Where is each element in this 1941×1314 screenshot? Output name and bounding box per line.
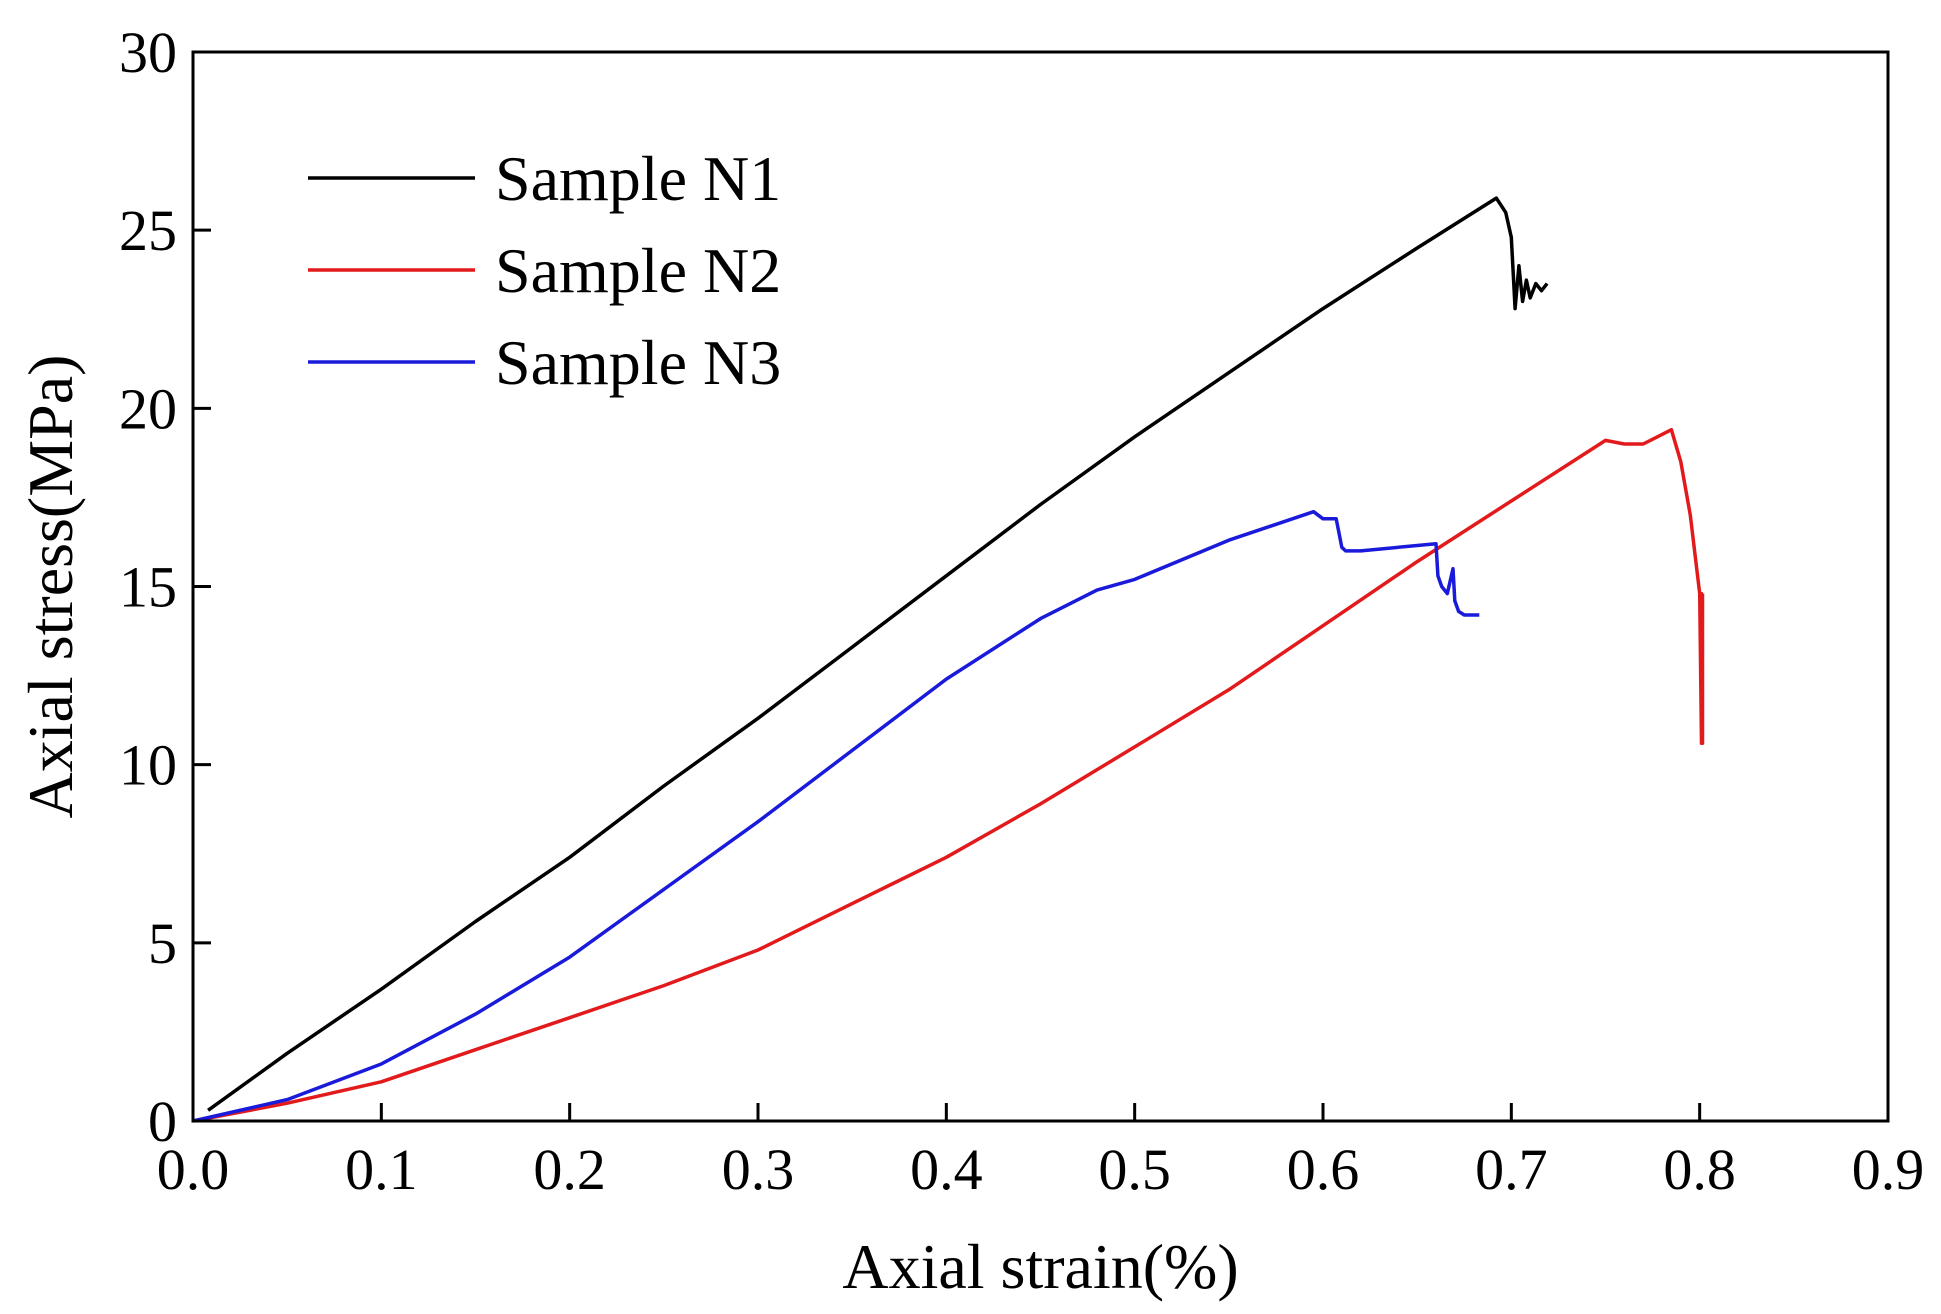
y-tick-label: 25 (119, 198, 177, 263)
y-tick-label: 5 (148, 911, 177, 976)
x-tick-label: 0.3 (722, 1137, 795, 1202)
series-line-1 (207, 196, 1549, 1112)
x-axis-title: Axial strain(%) (842, 1231, 1238, 1302)
x-tick-label: 0.9 (1852, 1137, 1925, 1202)
x-tick-label: 0.8 (1663, 1137, 1736, 1202)
legend: Sample N1 Sample N2 Sample N3 (308, 143, 781, 398)
series-layer (192, 196, 1705, 1123)
y-tick-label: 10 (119, 733, 177, 798)
series-line-2 (192, 427, 1705, 1123)
x-tick-label: 0.2 (533, 1137, 606, 1202)
x-tick-label: 0.4 (910, 1137, 983, 1202)
x-tick-label: 0.7 (1475, 1137, 1548, 1202)
y-axis-title: Axial stress(MPa) (15, 355, 86, 819)
x-tick-label: 0.0 (157, 1137, 230, 1202)
legend-label-3: Sample N3 (495, 327, 781, 398)
legend-label-1: Sample N1 (495, 143, 781, 214)
x-tick-label: 0.5 (1098, 1137, 1171, 1202)
y-tick-label: 30 (119, 20, 177, 85)
x-tick-label: 0.1 (345, 1137, 418, 1202)
y-tick-label: 15 (119, 555, 177, 620)
series-line-3 (192, 509, 1480, 1123)
legend-label-2: Sample N2 (495, 235, 781, 306)
y-tick-label: 0 (148, 1089, 177, 1154)
x-tick-label: 0.6 (1287, 1137, 1360, 1202)
y-tick-label: 20 (119, 376, 177, 441)
ticks-layer: 0.0 0.1 0.2 0.3 0.4 0.5 0.6 0.7 0.8 0.9 0 5 10 15 20 25… (119, 20, 1924, 1202)
